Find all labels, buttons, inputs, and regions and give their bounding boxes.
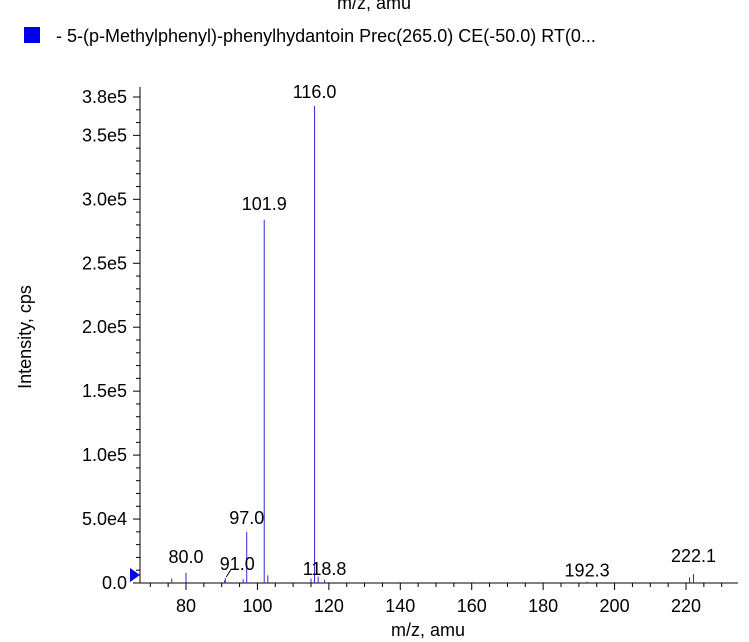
y-tick-label: 1.5e5 (82, 381, 127, 401)
threshold-marker[interactable] (130, 568, 140, 582)
y-axis-ticks: 0.0 5.0e4 1.0e5 1.5e5 2.0e5 2.5e5 3.0e5 3.5e5 3.… (82, 87, 140, 593)
peak-label-leader (225, 568, 232, 578)
y-axis-title: Intensity, cps (15, 285, 35, 389)
peak-label: 192.3 (565, 561, 610, 581)
peak-label: 116.0 (293, 82, 337, 102)
peak-label: 101.9 (242, 194, 287, 214)
y-tick-label: 3.5e5 (82, 125, 127, 145)
x-tick-label: 200 (600, 596, 630, 616)
peak-label: 222.1 (671, 546, 716, 566)
peak-labels: 80.0 91.0 97.0 101.9 116.0 118.8 192.3 222.1 (168, 82, 716, 581)
peak-label: 80.0 (168, 547, 203, 567)
x-tick-label: 160 (457, 596, 487, 616)
x-tick-label: 180 (528, 596, 558, 616)
x-tick-label: 120 (314, 596, 344, 616)
legend-label: - 5-(p-Methylphenyl)-phenylhydantoin Pre… (56, 26, 596, 46)
x-tick-label: 140 (385, 596, 415, 616)
peak-label: 97.0 (229, 508, 264, 528)
x-axis-title: m/z, amu (391, 620, 465, 640)
peak-series (171, 105, 694, 583)
top-caption-fragment: m/z, amu (337, 0, 411, 13)
peak-label: 118.8 (303, 559, 347, 579)
y-tick-label: 0.0 (102, 573, 127, 593)
x-tick-label: 220 (671, 596, 701, 616)
legend-marker (24, 27, 40, 43)
x-tick-label: 100 (242, 596, 272, 616)
x-axis-ticks: 80 100 120 140 160 180 200 220 (149, 583, 723, 616)
x-tick-label: 80 (176, 596, 196, 616)
y-tick-label: 3.8e5 (82, 87, 127, 107)
y-tick-label: 1.0e5 (82, 445, 127, 465)
y-tick-label: 2.5e5 (82, 253, 127, 273)
y-tick-label: 5.0e4 (82, 509, 127, 529)
y-tick-label: 3.0e5 (82, 189, 127, 209)
peak-label: 91.0 (220, 554, 255, 574)
y-tick-label: 2.0e5 (82, 317, 127, 337)
